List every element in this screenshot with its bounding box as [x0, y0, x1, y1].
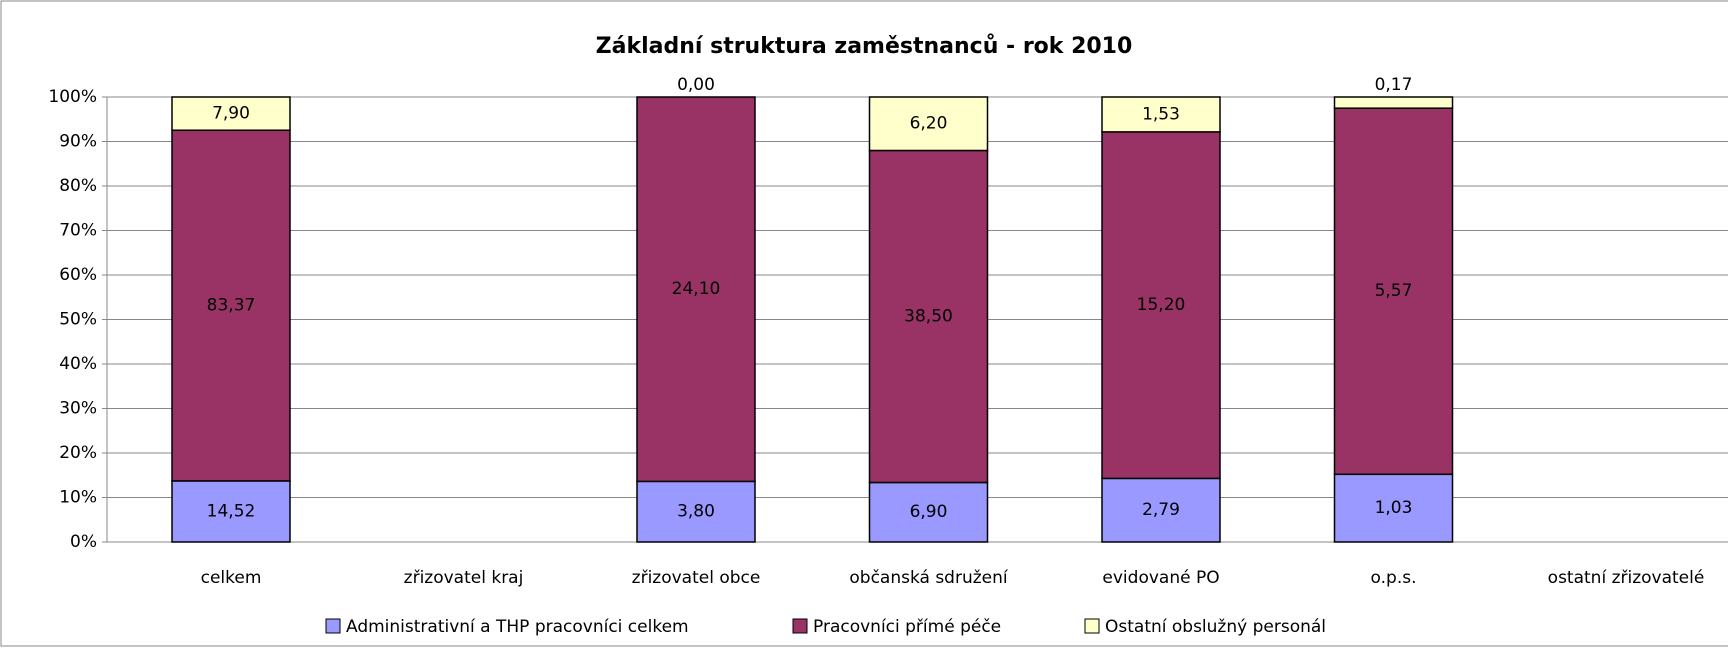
- bar-segment: [1333, 107, 1454, 476]
- y-tick-label: 90%: [59, 132, 97, 152]
- data-label: 38,50: [904, 306, 953, 326]
- data-label: 3,80: [677, 502, 715, 522]
- y-tick-label: 70%: [59, 221, 97, 241]
- x-tick-label: celkem: [201, 568, 262, 588]
- legend-swatch: [1084, 618, 1100, 634]
- data-label: 6,90: [910, 502, 948, 522]
- bar-segment: [1333, 473, 1454, 543]
- legend-label: Pracovníci přímé péče: [813, 617, 1001, 637]
- bar-segment: [1101, 96, 1221, 133]
- y-tick-label: 20%: [59, 443, 97, 463]
- data-label: 7,90: [212, 104, 250, 124]
- y-tick-label: 50%: [59, 310, 97, 330]
- legend-swatch: [792, 618, 808, 634]
- data-label: 83,37: [207, 296, 256, 316]
- bar-segment: [1101, 477, 1221, 543]
- legend-swatch: [325, 618, 341, 634]
- data-label: 2,79: [1142, 500, 1180, 520]
- data-label: 0,00: [677, 75, 715, 95]
- data-label: 5,57: [1375, 281, 1413, 301]
- x-tick-label: zřizovatel obce: [632, 568, 761, 588]
- data-label: 0,17: [1375, 75, 1413, 95]
- bar-segment: [868, 149, 989, 484]
- data-label: 1,53: [1142, 104, 1180, 124]
- data-label: 15,20: [1137, 295, 1186, 315]
- x-tick-label: občanská sdružení: [849, 568, 1009, 588]
- y-tick-label: 40%: [59, 354, 97, 374]
- bar-segment: [636, 96, 756, 483]
- data-label: 24,10: [672, 279, 721, 299]
- y-tick-label: 100%: [48, 87, 97, 107]
- y-tick-label: 60%: [59, 265, 97, 285]
- bar-segment: [868, 96, 989, 152]
- x-tick-label: zřizovatel kraj: [404, 568, 524, 588]
- bar-segment: [171, 129, 291, 482]
- bar-segment: [868, 481, 989, 543]
- legend-label: Administrativní a THP pracovníci celkem: [346, 617, 689, 637]
- y-tick-label: 80%: [59, 176, 97, 196]
- bar-segment: [171, 96, 291, 131]
- x-tick-label: evidované PO: [1102, 568, 1219, 588]
- x-tick-label: o.p.s.: [1371, 568, 1417, 588]
- legend-label: Ostatní obslužný personál: [1105, 617, 1326, 637]
- bar-segment: [1333, 96, 1454, 109]
- bar-segment: [1101, 131, 1221, 480]
- y-tick-label: 10%: [59, 488, 97, 508]
- data-label: 14,52: [207, 501, 256, 521]
- y-tick-label: 30%: [59, 399, 97, 419]
- data-label: 6,20: [910, 114, 948, 134]
- x-tick-label: ostatní zřizovatelé: [1548, 568, 1705, 588]
- y-tick-label: 0%: [70, 532, 97, 552]
- chart-title: Základní struktura zaměstnanců - rok 201…: [596, 34, 1133, 59]
- bar-segment: [171, 480, 291, 543]
- data-label: 1,03: [1375, 498, 1413, 518]
